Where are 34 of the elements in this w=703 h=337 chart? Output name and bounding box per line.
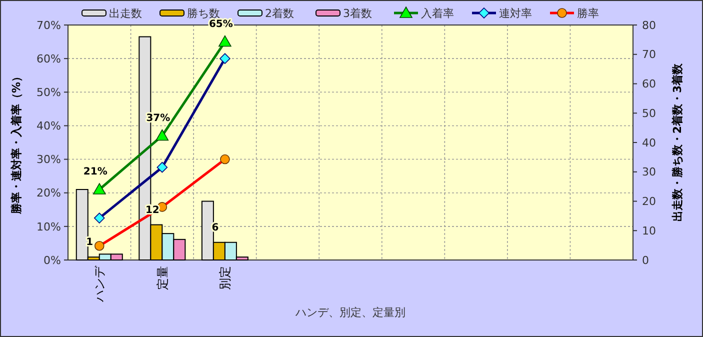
y-tick-label: 70% xyxy=(36,18,61,32)
y2-tick-label: 50 xyxy=(642,106,656,120)
y2-tick-label: 10 xyxy=(642,224,656,238)
y2-axis-title: 出走数・勝ち数・2着数・3着数 xyxy=(671,62,684,222)
y-axis-title: 勝率・連対率・入着率（%） xyxy=(10,70,23,216)
x-tick-label: 定量 xyxy=(155,266,170,290)
y2-tick-label: 0 xyxy=(642,254,649,267)
legend-label: 3着数 xyxy=(343,6,372,20)
legend-label: 入着率 xyxy=(421,6,454,20)
y-tick-label: 40% xyxy=(36,120,61,133)
y-tick-label: 10% xyxy=(36,220,61,234)
point xyxy=(220,53,230,64)
y-tick-label: 50% xyxy=(36,86,61,99)
x-tick-label: ハンデ xyxy=(92,265,107,303)
y-tick-label: 20% xyxy=(36,186,61,200)
legend-label: 2着数 xyxy=(265,6,294,20)
x-tick-label: 別定 xyxy=(218,266,232,290)
y-tick-label: 60% xyxy=(36,52,61,66)
legend-label: 出走数 xyxy=(109,6,142,20)
y2-tick-label: 60 xyxy=(642,78,656,91)
point xyxy=(94,212,105,224)
x-axis-title: ハンデ、別定、定量別 xyxy=(294,306,406,319)
y-tick-label: 0% xyxy=(44,254,61,267)
data-label: 21% xyxy=(83,166,108,178)
y2-tick-label: 30 xyxy=(642,166,656,179)
y2-tick-label: 20 xyxy=(642,195,656,208)
legend-label: 勝ち数 xyxy=(187,6,220,20)
point xyxy=(156,162,168,173)
y-tick-label: 30% xyxy=(36,153,61,166)
y2-tick-label: 40 xyxy=(642,136,656,150)
legend-label: 連対率 xyxy=(499,6,532,20)
y2-tick-label: 80 xyxy=(642,18,656,32)
legend-label: 勝率 xyxy=(577,6,599,20)
y2-tick-label: 70 xyxy=(642,48,656,62)
